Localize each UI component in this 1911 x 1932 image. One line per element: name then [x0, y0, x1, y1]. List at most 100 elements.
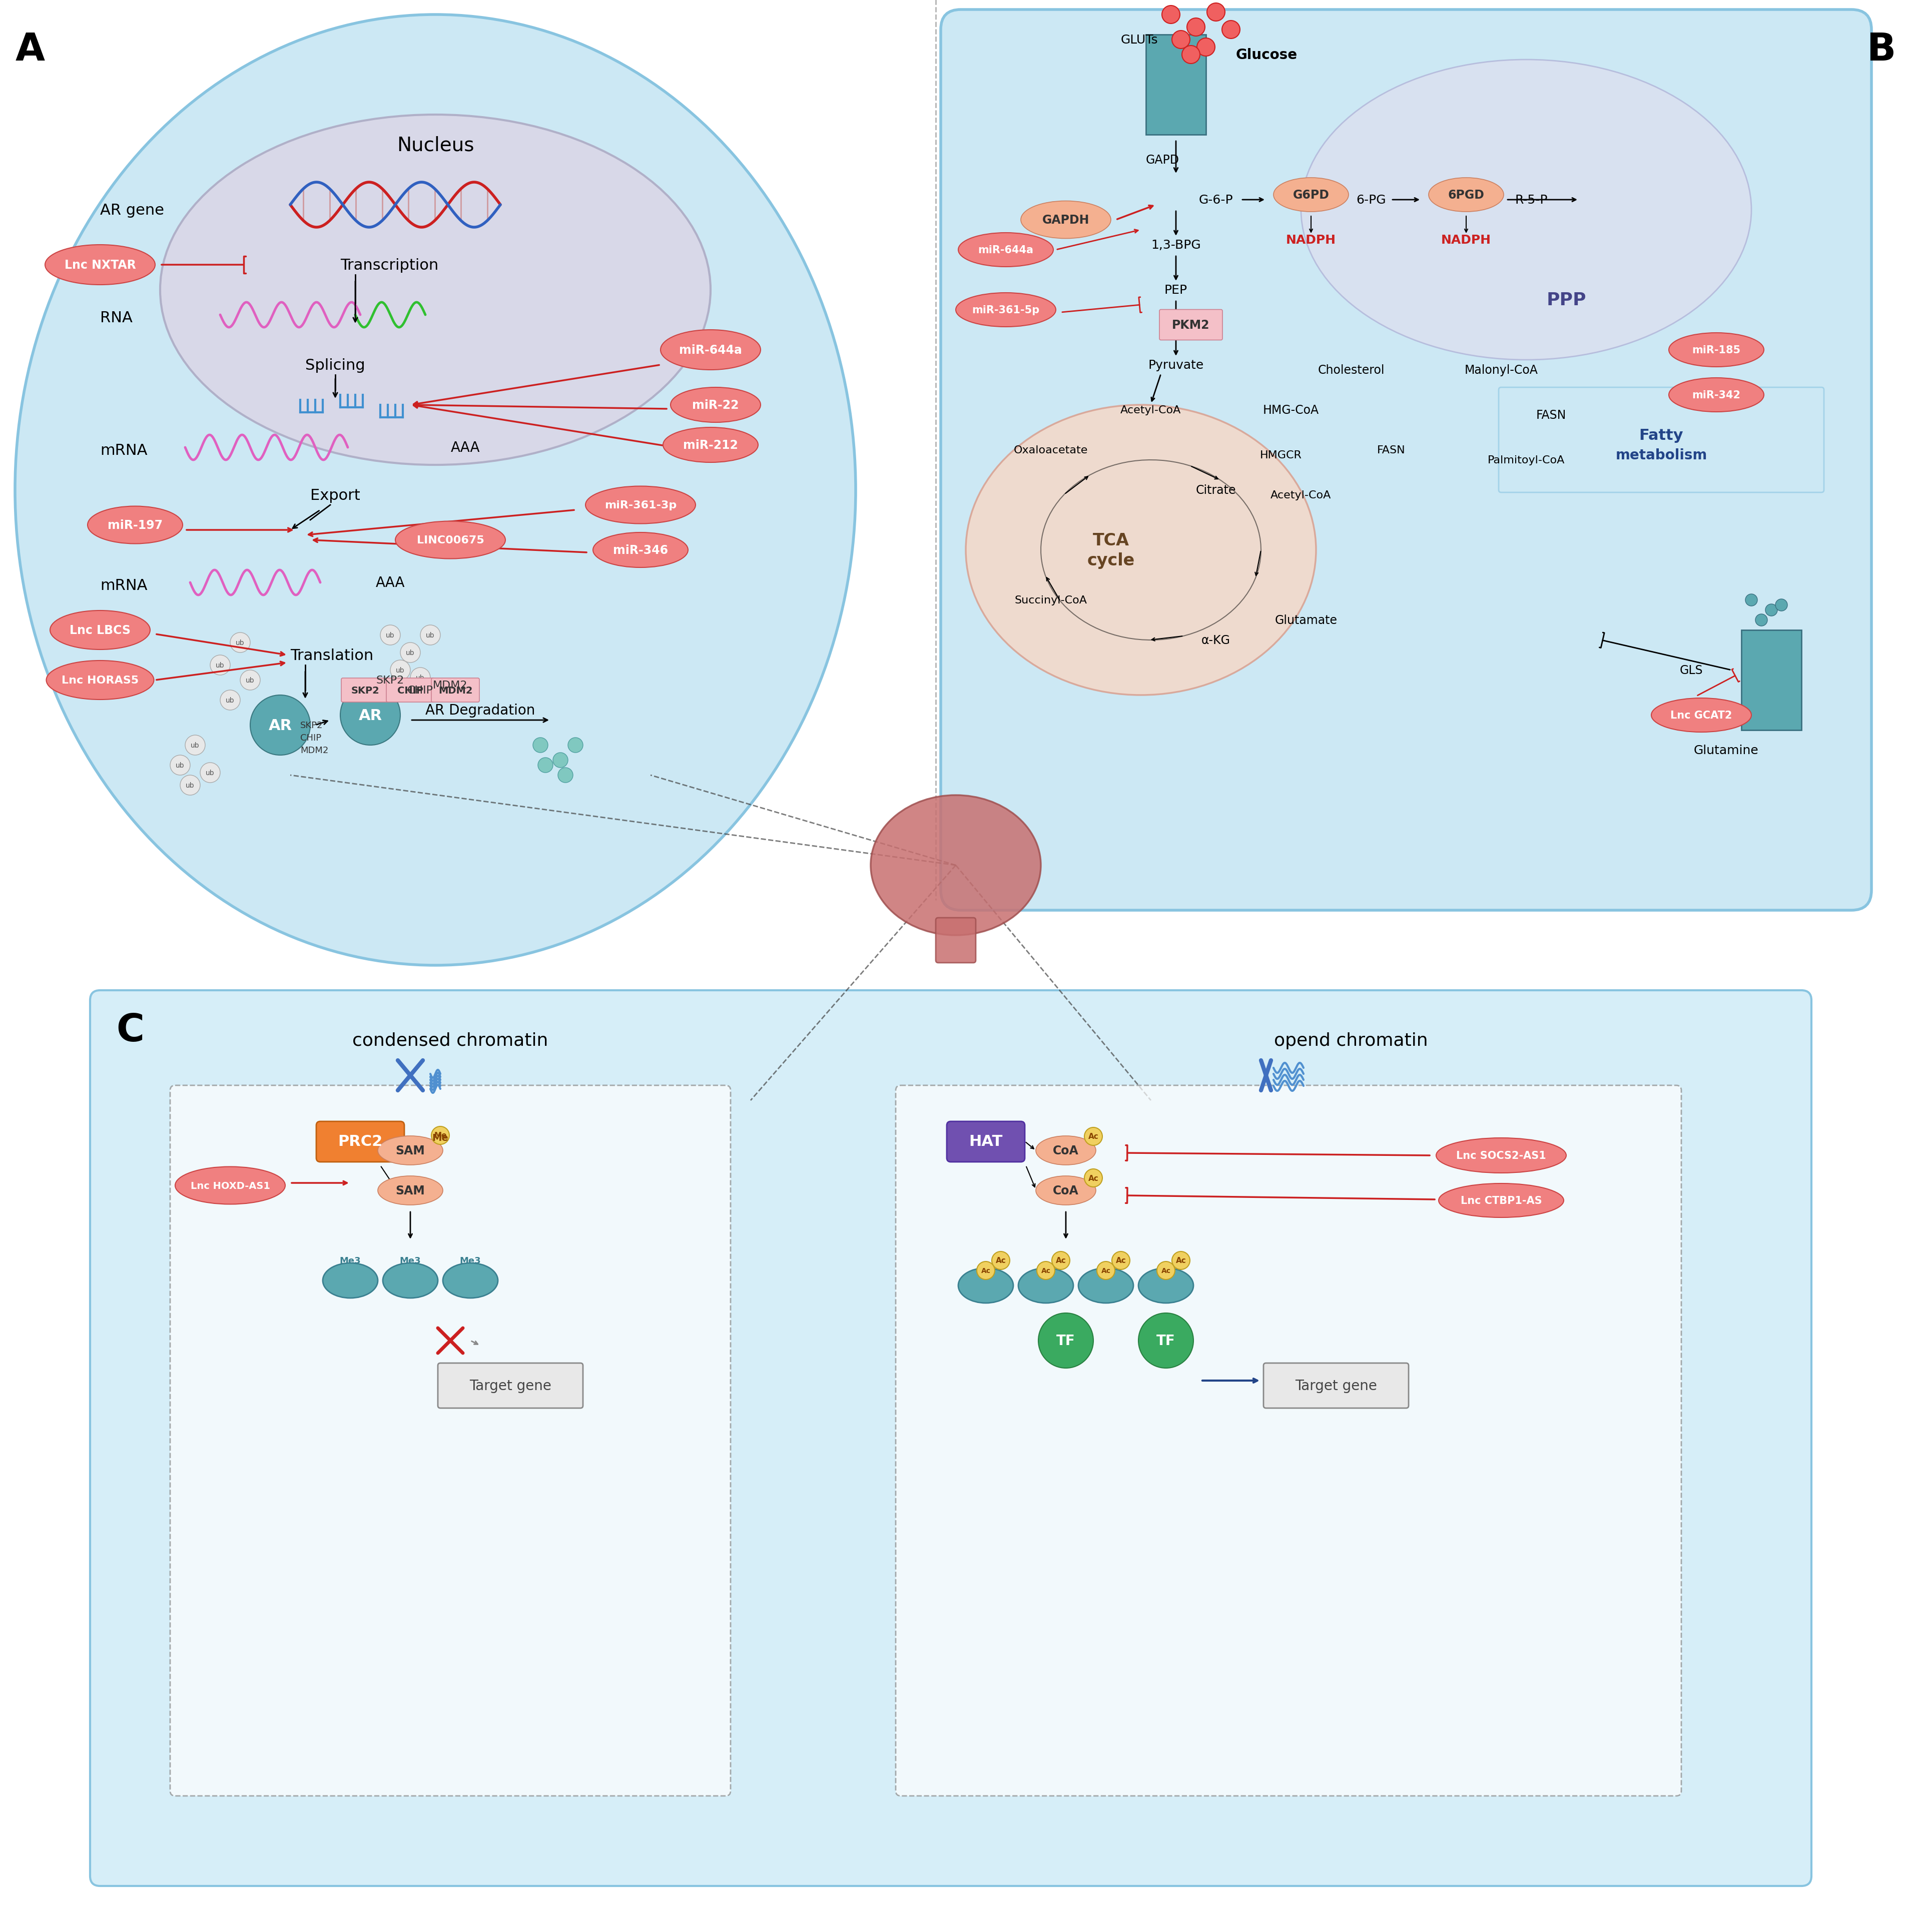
Text: condensed chromatin: condensed chromatin [352, 1032, 548, 1049]
Text: G6PD: G6PD [1294, 189, 1330, 201]
Circle shape [170, 755, 191, 775]
Circle shape [241, 670, 260, 690]
Text: ub: ub [216, 663, 225, 668]
Text: NADPH: NADPH [1286, 234, 1336, 245]
Ellipse shape [46, 661, 155, 699]
Text: B: B [1867, 31, 1896, 68]
Circle shape [1745, 595, 1758, 607]
Text: 6-PG: 6-PG [1357, 193, 1385, 207]
Text: Ac: Ac [1041, 1267, 1051, 1275]
Ellipse shape [378, 1136, 443, 1165]
FancyBboxPatch shape [946, 1122, 1024, 1163]
Text: PKM2: PKM2 [1171, 319, 1210, 330]
Circle shape [420, 626, 440, 645]
Text: CoA: CoA [1053, 1144, 1080, 1157]
Text: mRNA: mRNA [99, 442, 147, 458]
Text: NADPH: NADPH [1441, 234, 1491, 245]
Ellipse shape [956, 294, 1057, 327]
Text: Ac: Ac [996, 1258, 1005, 1264]
FancyBboxPatch shape [936, 918, 977, 962]
Text: ub: ub [235, 639, 245, 647]
Ellipse shape [396, 522, 505, 558]
Ellipse shape [661, 330, 761, 371]
Circle shape [220, 690, 241, 711]
FancyBboxPatch shape [90, 991, 1812, 1886]
FancyBboxPatch shape [896, 1086, 1682, 1797]
Ellipse shape [1139, 1267, 1194, 1304]
Text: C: C [117, 1012, 143, 1049]
Text: miR-644a: miR-644a [678, 344, 741, 355]
FancyBboxPatch shape [432, 678, 480, 703]
Ellipse shape [663, 427, 759, 464]
Circle shape [1112, 1252, 1129, 1269]
Circle shape [180, 775, 201, 796]
Text: cycle: cycle [1087, 553, 1135, 568]
Circle shape [1171, 1252, 1191, 1269]
Text: MDM2: MDM2 [434, 680, 468, 690]
Ellipse shape [1301, 60, 1750, 359]
Text: Splicing: Splicing [306, 357, 365, 373]
Text: TF: TF [1057, 1333, 1076, 1349]
Text: SAM: SAM [396, 1144, 424, 1157]
Ellipse shape [1036, 1177, 1095, 1206]
Ellipse shape [1273, 178, 1349, 213]
Text: HMG-CoA: HMG-CoA [1263, 404, 1319, 415]
Ellipse shape [382, 1264, 438, 1298]
Circle shape [390, 661, 411, 680]
Text: Palmitoyl-CoA: Palmitoyl-CoA [1487, 456, 1565, 466]
Circle shape [1196, 39, 1215, 56]
Text: miR-212: miR-212 [682, 439, 738, 452]
Ellipse shape [1437, 1138, 1567, 1173]
Text: Me3: Me3 [461, 1256, 482, 1265]
Circle shape [537, 757, 552, 773]
FancyBboxPatch shape [170, 1086, 730, 1797]
Text: Lnc HOXD-AS1: Lnc HOXD-AS1 [191, 1180, 269, 1190]
Circle shape [1156, 1262, 1175, 1279]
Circle shape [1208, 4, 1225, 21]
Text: ub: ub [191, 742, 199, 750]
Text: Succinyl-CoA: Succinyl-CoA [1015, 595, 1087, 605]
Text: Lnc GCAT2: Lnc GCAT2 [1670, 711, 1731, 721]
Text: MDM2: MDM2 [438, 686, 472, 696]
FancyBboxPatch shape [342, 678, 390, 703]
Text: FASN: FASN [1536, 410, 1567, 421]
Text: Glutamate: Glutamate [1275, 614, 1338, 626]
Text: Ac: Ac [1055, 1258, 1066, 1264]
Text: AR Degradation: AR Degradation [426, 703, 535, 717]
Text: Lnc HORAS5: Lnc HORAS5 [61, 676, 140, 686]
Circle shape [1051, 1252, 1070, 1269]
Text: Me: Me [434, 1132, 447, 1140]
Text: Ac: Ac [1087, 1132, 1099, 1140]
Text: GLS: GLS [1680, 665, 1703, 676]
Ellipse shape [871, 796, 1041, 935]
Text: ub: ub [206, 769, 214, 777]
Text: SKP2: SKP2 [352, 686, 380, 696]
Text: ub: ub [405, 649, 415, 657]
Ellipse shape [15, 15, 856, 966]
Text: Fatty: Fatty [1640, 429, 1684, 442]
Text: Ac: Ac [1101, 1267, 1110, 1275]
Text: α-KG: α-KG [1202, 634, 1231, 647]
Ellipse shape [161, 116, 711, 466]
Text: R-5-P: R-5-P [1515, 193, 1548, 207]
Text: ub: ub [185, 782, 195, 788]
Text: miR-22: miR-22 [692, 400, 740, 412]
Text: PRC2: PRC2 [338, 1134, 382, 1150]
Text: miR-644a: miR-644a [978, 245, 1034, 255]
Ellipse shape [1078, 1267, 1133, 1304]
Text: Me: Me [432, 1134, 449, 1144]
Text: AAA: AAA [376, 576, 405, 589]
Circle shape [411, 668, 430, 688]
Circle shape [1139, 1314, 1194, 1368]
Text: miR-361-5p: miR-361-5p [973, 305, 1040, 315]
Text: CoA: CoA [1053, 1184, 1080, 1196]
FancyBboxPatch shape [315, 1122, 405, 1163]
Text: Ac: Ac [1162, 1267, 1171, 1275]
Circle shape [201, 763, 220, 782]
Ellipse shape [176, 1167, 285, 1204]
Text: ub: ub [417, 674, 424, 682]
Text: HMGCR: HMGCR [1259, 450, 1301, 460]
Ellipse shape [46, 245, 155, 286]
Text: ub: ub [396, 667, 405, 674]
Text: TCA: TCA [1093, 531, 1129, 549]
